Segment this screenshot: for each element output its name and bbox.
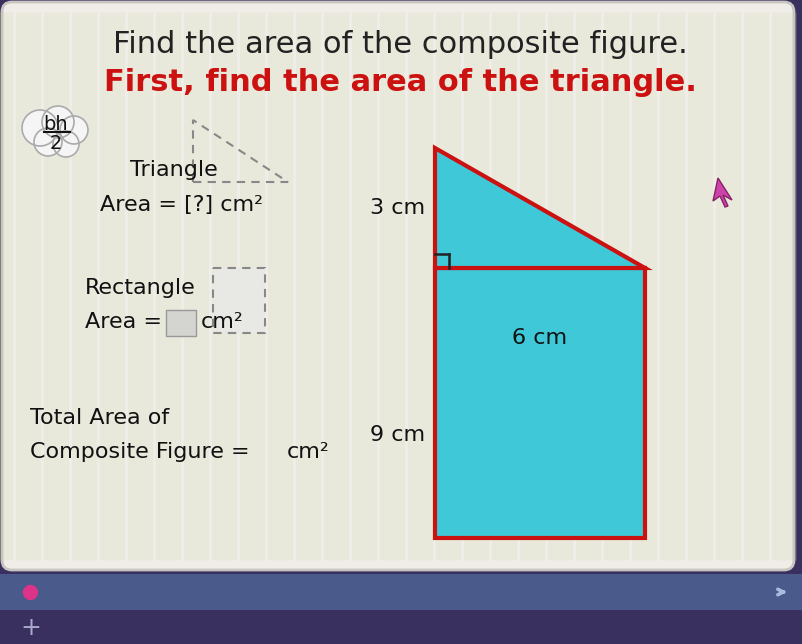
Text: Area =: Area = — [85, 312, 162, 332]
Text: 3 cm: 3 cm — [370, 198, 424, 218]
Text: First, find the area of the triangle.: First, find the area of the triangle. — [103, 68, 695, 97]
Text: Total Area of: Total Area of — [30, 408, 169, 428]
Text: Composite Figure =: Composite Figure = — [30, 442, 249, 462]
Circle shape — [42, 106, 74, 138]
Text: 2: 2 — [50, 133, 62, 153]
Circle shape — [34, 128, 62, 156]
FancyBboxPatch shape — [2, 2, 793, 570]
Text: +: + — [20, 616, 41, 640]
Text: Triangle: Triangle — [130, 160, 217, 180]
Bar — [0, 574, 802, 610]
Text: Rectangle: Rectangle — [85, 278, 196, 298]
Polygon shape — [435, 148, 644, 268]
Text: Find the area of the composite figure.: Find the area of the composite figure. — [112, 30, 687, 59]
Circle shape — [22, 110, 58, 146]
Text: 6 cm: 6 cm — [512, 328, 567, 348]
Circle shape — [60, 116, 88, 144]
Circle shape — [53, 131, 79, 157]
Text: bh: bh — [43, 115, 68, 133]
FancyBboxPatch shape — [166, 310, 196, 336]
Bar — [435, 268, 644, 538]
Text: cm²: cm² — [286, 442, 330, 462]
Bar — [213, 268, 265, 333]
Polygon shape — [712, 178, 731, 207]
Text: Area = [?] cm²: Area = [?] cm² — [100, 195, 263, 215]
Text: cm²: cm² — [200, 312, 244, 332]
Text: 9 cm: 9 cm — [370, 426, 424, 446]
